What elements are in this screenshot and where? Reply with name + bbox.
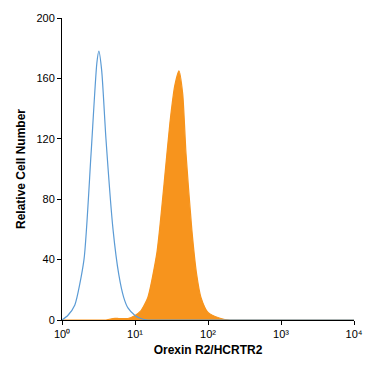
svg-text:120: 120 bbox=[36, 133, 54, 145]
svg-text:0: 0 bbox=[49, 314, 55, 326]
svg-text:10¹: 10¹ bbox=[127, 328, 143, 340]
svg-text:10⁰: 10⁰ bbox=[54, 328, 70, 340]
svg-text:10³: 10³ bbox=[273, 328, 289, 340]
svg-text:40: 40 bbox=[43, 253, 55, 265]
svg-text:Relative Cell Number: Relative Cell Number bbox=[14, 109, 28, 229]
svg-text:80: 80 bbox=[43, 193, 55, 205]
svg-text:10⁴: 10⁴ bbox=[346, 328, 363, 340]
svg-text:10²: 10² bbox=[200, 328, 216, 340]
svg-text:200: 200 bbox=[36, 12, 54, 24]
svg-text:160: 160 bbox=[36, 72, 54, 84]
svg-text:Orexin R2/HCRTR2: Orexin R2/HCRTR2 bbox=[154, 343, 263, 357]
